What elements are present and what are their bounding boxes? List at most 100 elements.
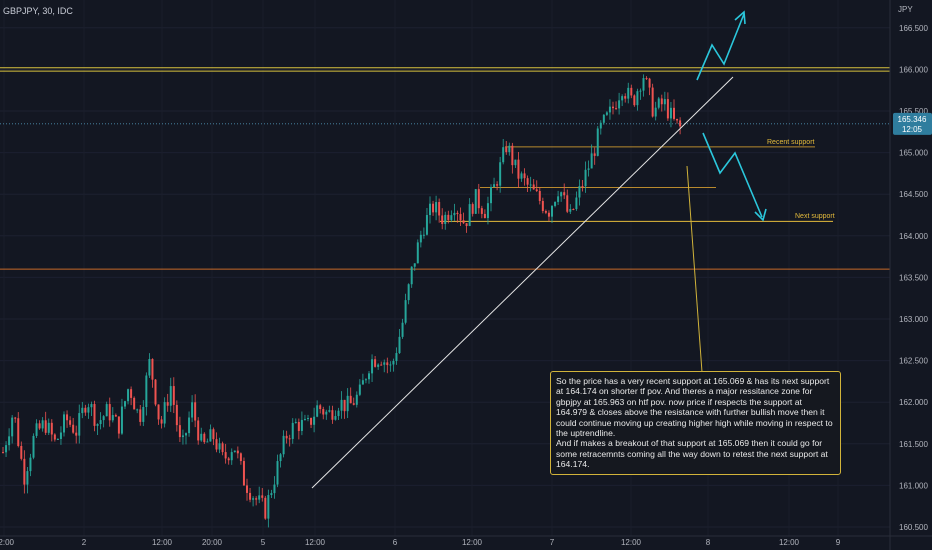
candle-body bbox=[441, 215, 444, 224]
candle-body bbox=[313, 416, 316, 425]
candle-body bbox=[612, 106, 614, 109]
candle-body bbox=[352, 403, 355, 405]
candle-body bbox=[206, 441, 209, 443]
candle-body bbox=[136, 409, 139, 411]
candle-body bbox=[669, 107, 672, 119]
candles bbox=[2, 74, 682, 528]
current-price-time: 12:05 bbox=[902, 125, 923, 134]
candle-body bbox=[224, 452, 227, 459]
candle-body bbox=[175, 404, 178, 426]
candle-body bbox=[41, 420, 44, 429]
candle-body bbox=[166, 402, 169, 406]
candle-body bbox=[459, 214, 462, 221]
candle-body bbox=[526, 178, 529, 185]
candle-body bbox=[599, 122, 602, 129]
candle-body bbox=[499, 162, 502, 186]
candle-body bbox=[188, 417, 191, 434]
time-tick-label: 7 bbox=[550, 538, 555, 547]
currency-label: JPY bbox=[898, 5, 913, 14]
candle-body bbox=[529, 184, 532, 186]
candle-body bbox=[371, 359, 374, 374]
candle-body bbox=[273, 484, 276, 494]
candle-body bbox=[23, 458, 26, 485]
time-axis[interactable]: 12:00 2 12:00 20:00 5 12:00 6 12:00 7 12:00 8 12:00… bbox=[0, 538, 841, 547]
candle-body bbox=[117, 416, 120, 434]
candle-body bbox=[602, 114, 605, 123]
candle-body bbox=[517, 159, 520, 179]
candle-body bbox=[544, 211, 547, 213]
candle-body bbox=[554, 201, 557, 206]
candle-body bbox=[294, 421, 297, 423]
candle-body bbox=[218, 443, 221, 450]
candle-body bbox=[633, 95, 636, 106]
candle-body bbox=[358, 384, 361, 395]
chart-title: GBPJPY, 30, IDC bbox=[3, 6, 73, 16]
candle-body bbox=[105, 404, 108, 417]
analysis-note: So the price has a very recent support a… bbox=[550, 371, 841, 475]
candle-body bbox=[178, 425, 181, 438]
candle-body bbox=[480, 208, 483, 214]
time-tick-label: 9 bbox=[836, 538, 841, 547]
candle-body bbox=[127, 389, 130, 402]
candle-body bbox=[264, 497, 267, 519]
price-tick-label: 163.000 bbox=[899, 315, 928, 324]
candle-body bbox=[679, 120, 682, 127]
candle-body bbox=[407, 284, 410, 301]
price-tick-label: 162.500 bbox=[899, 357, 928, 366]
candle-body bbox=[666, 99, 669, 119]
candle-body bbox=[593, 153, 596, 156]
candle-body bbox=[566, 195, 569, 212]
candle-body bbox=[303, 418, 306, 420]
candle-body bbox=[102, 416, 105, 421]
candle-body bbox=[108, 404, 111, 421]
candle-body bbox=[252, 498, 255, 500]
price-axis[interactable]: 166.500 166.000 165.500 165.000 164.500 164.0… bbox=[899, 24, 928, 532]
candle-body bbox=[255, 498, 258, 500]
time-tick-label: 12:00 bbox=[621, 538, 642, 547]
candle-body bbox=[142, 407, 145, 422]
candle-body bbox=[401, 322, 404, 337]
candle-body bbox=[17, 418, 20, 446]
candle-body bbox=[496, 184, 499, 186]
candle-body bbox=[453, 212, 456, 216]
candle-body bbox=[474, 189, 477, 214]
price-tick-label: 165.500 bbox=[899, 107, 928, 116]
candle-body bbox=[657, 98, 660, 108]
candle-body bbox=[239, 453, 242, 462]
candle-body bbox=[258, 495, 261, 500]
candle-body bbox=[410, 266, 413, 285]
candle-body bbox=[508, 145, 511, 153]
candle-body bbox=[154, 379, 157, 405]
candle-body bbox=[432, 203, 435, 213]
candle-body bbox=[242, 461, 245, 486]
candle-body bbox=[221, 443, 224, 453]
candle-body bbox=[450, 215, 453, 220]
candle-body bbox=[547, 212, 550, 217]
candle-body bbox=[310, 417, 313, 425]
candle-body bbox=[438, 202, 441, 216]
candle-body bbox=[596, 128, 599, 156]
candle-body bbox=[349, 395, 352, 404]
candle-body bbox=[230, 452, 233, 461]
candle-body bbox=[337, 410, 340, 417]
candle-body bbox=[486, 203, 489, 219]
candle-body bbox=[587, 168, 590, 170]
candle-body bbox=[630, 87, 633, 96]
candle-body bbox=[96, 424, 99, 426]
candle-body bbox=[532, 184, 535, 190]
candle-body bbox=[627, 87, 630, 99]
price-tick-label: 161.500 bbox=[899, 440, 928, 449]
candle-body bbox=[322, 409, 325, 415]
candle-body bbox=[416, 242, 419, 264]
candle-body bbox=[663, 99, 666, 105]
candle-body bbox=[435, 202, 438, 213]
candle-body bbox=[538, 191, 541, 201]
candle-body bbox=[569, 208, 572, 212]
candle-body bbox=[35, 423, 38, 436]
candle-body bbox=[328, 410, 331, 412]
candle-body bbox=[325, 411, 328, 415]
candle-body bbox=[56, 438, 59, 440]
price-tick-label: 160.500 bbox=[899, 523, 928, 532]
candle-body bbox=[32, 435, 35, 458]
